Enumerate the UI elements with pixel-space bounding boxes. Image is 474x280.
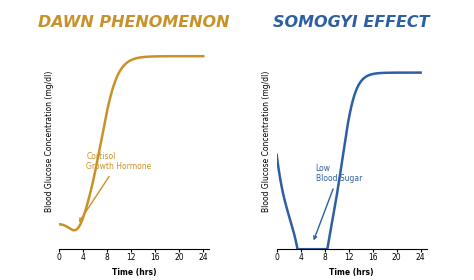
- Title: SOMOGYI EFFECT: SOMOGYI EFFECT: [273, 15, 430, 30]
- Y-axis label: Blood Glucose Concentration (mg/dl): Blood Glucose Concentration (mg/dl): [45, 71, 54, 212]
- Y-axis label: Blood Glucose Concentration (mg/dl): Blood Glucose Concentration (mg/dl): [262, 71, 271, 212]
- Text: Cortisol
Growth Hormone: Cortisol Growth Hormone: [80, 152, 152, 221]
- Text: Low
Blood Sugar: Low Blood Sugar: [314, 164, 362, 239]
- X-axis label: Time (hrs): Time (hrs): [329, 268, 374, 277]
- X-axis label: Time (hrs): Time (hrs): [112, 268, 156, 277]
- Title: DAWN PHENOMENON: DAWN PHENOMENON: [38, 15, 230, 30]
